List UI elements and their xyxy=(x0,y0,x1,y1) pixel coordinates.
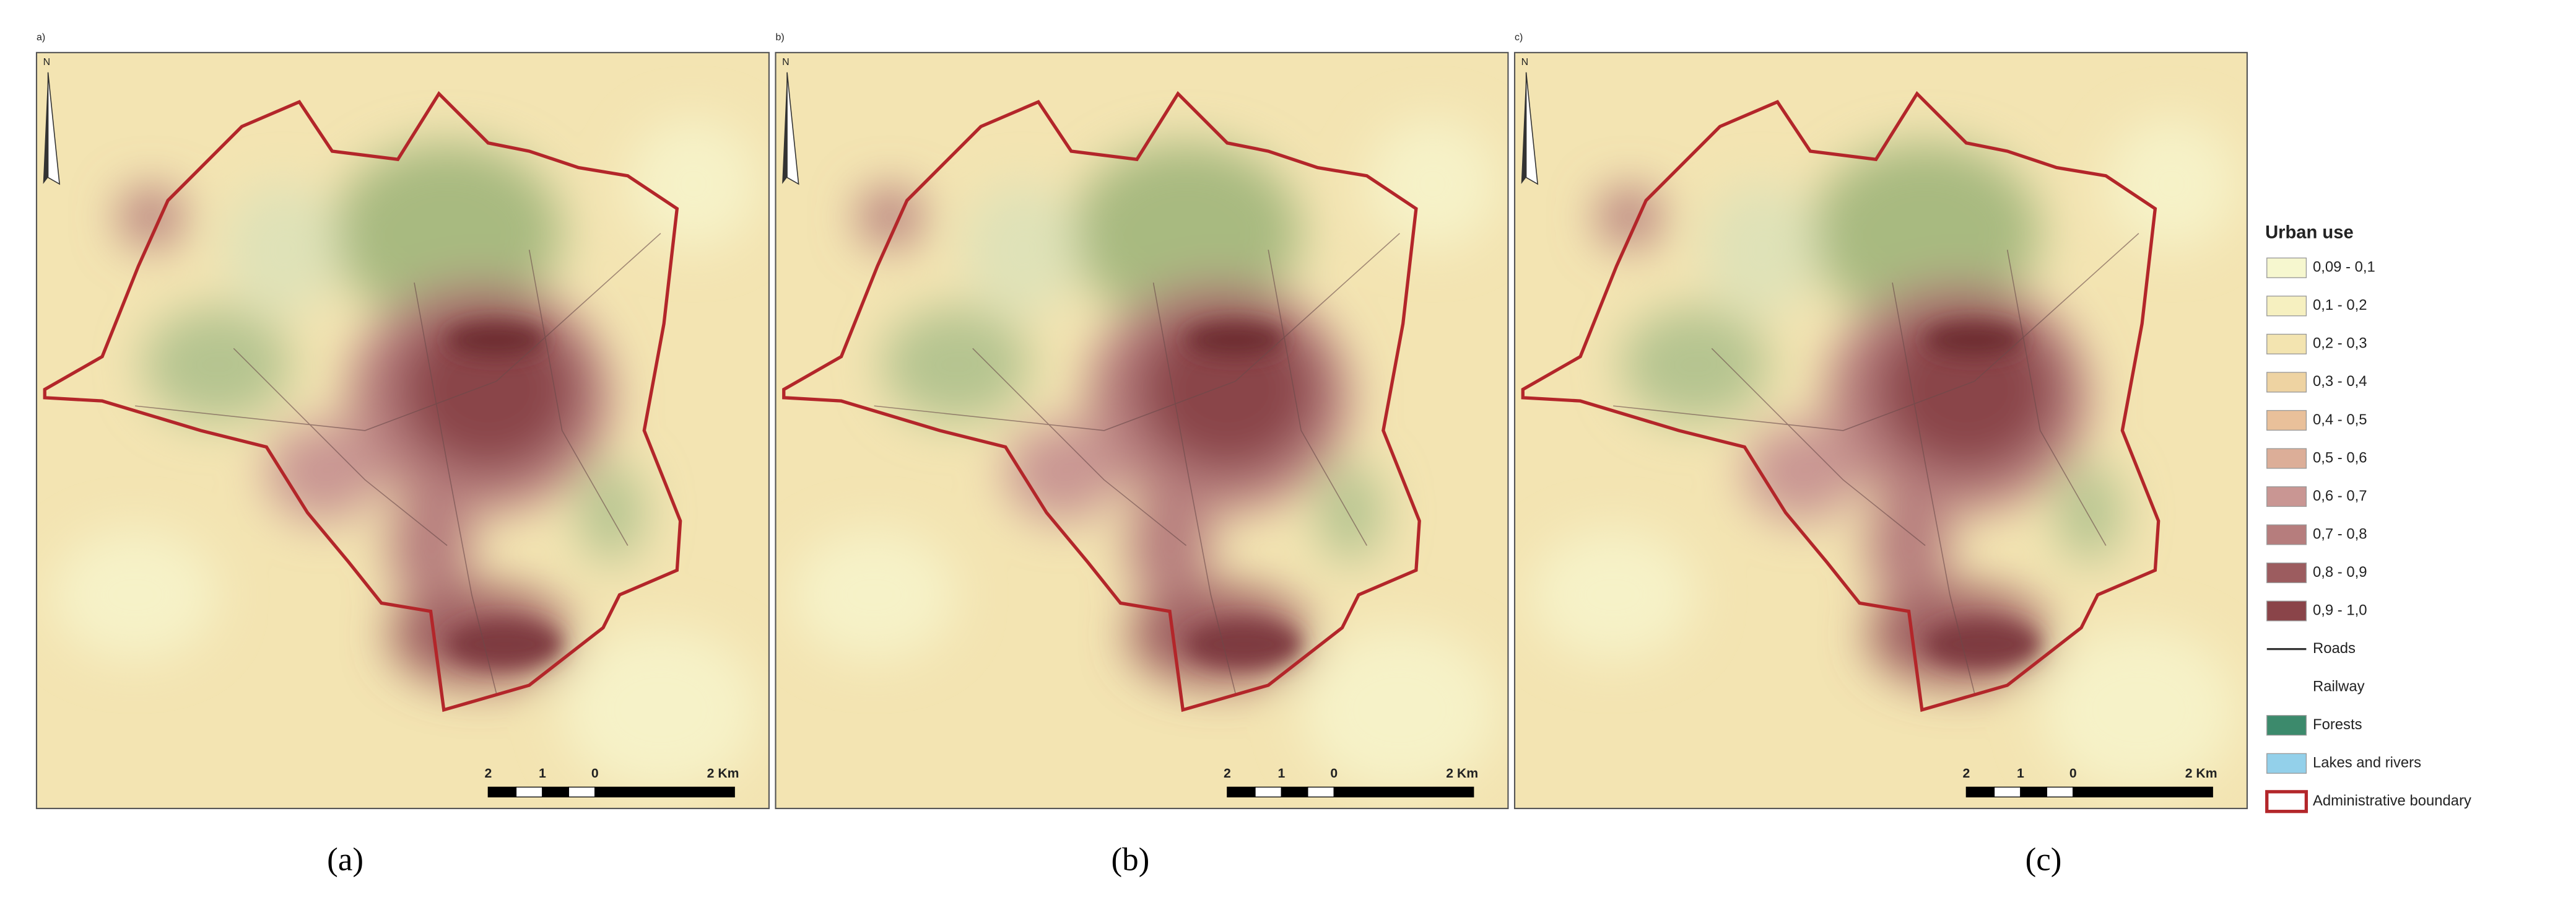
north-arrow-half xyxy=(43,72,48,185)
legend-label: Lakes and rivers xyxy=(2313,755,2421,771)
legend-swatch xyxy=(2266,296,2307,317)
map-panel: a) N 2 1 0 2 Km xyxy=(35,32,770,809)
legend-label: 0,8 - 0,9 xyxy=(2313,564,2367,581)
legend-swatch xyxy=(2266,562,2307,584)
map-frame xyxy=(775,51,1509,809)
scale-bar-label: 2 Km xyxy=(707,766,739,781)
scale-bar-segment xyxy=(542,786,569,798)
scale-bar-segment xyxy=(487,786,517,798)
legend-label: 0,1 - 0,2 xyxy=(2313,297,2367,314)
north-arrow xyxy=(786,72,799,185)
legend-outline xyxy=(2265,790,2308,813)
map-raster xyxy=(1515,53,2247,809)
legend-label: 0,4 - 0,5 xyxy=(2313,411,2367,428)
scale-bar-label: 0 xyxy=(2069,766,2077,781)
administrative-boundary xyxy=(43,90,682,712)
scale-bar-segment xyxy=(1307,786,1334,798)
scale-bar-label: 1 xyxy=(2017,766,2024,781)
scale-bar-segment xyxy=(1255,786,1282,798)
scale-bar-label: 2 Km xyxy=(1446,766,1478,781)
legend-label: Administrative boundary xyxy=(2313,792,2471,809)
scale-bar-segment xyxy=(2020,786,2048,798)
map-panel: c) N 2 1 0 2 Km xyxy=(1513,32,2248,809)
scale-bar-label: 2 Km xyxy=(2185,766,2217,781)
legend-swatch xyxy=(2266,372,2307,393)
legend-label: 0,2 - 0,3 xyxy=(2313,335,2367,352)
legend-swatch xyxy=(2266,486,2307,507)
north-label: N xyxy=(782,57,790,68)
administrative-boundary xyxy=(1521,90,2160,712)
map-body xyxy=(37,53,769,809)
legend-swatch xyxy=(2266,753,2307,774)
scale-bar-segment xyxy=(594,786,735,798)
map-raster xyxy=(37,53,769,809)
legend-swatch xyxy=(2266,524,2307,545)
scale-bar-segment xyxy=(1227,786,1256,798)
north-arrow-half xyxy=(782,72,788,185)
administrative-boundary xyxy=(782,90,1421,712)
north-label: N xyxy=(43,57,51,68)
panel-caption: (b) xyxy=(1111,842,1149,878)
legend-swatch xyxy=(2266,257,2307,278)
map-frame xyxy=(1513,51,2248,809)
legend-label: Railway xyxy=(2313,678,2365,695)
scale-bar-segment xyxy=(515,786,543,798)
panel-caption: (a) xyxy=(327,842,363,878)
panel-tag: b) xyxy=(775,32,784,43)
legend-swatch xyxy=(2266,410,2307,431)
legend-label: 0,7 - 0,8 xyxy=(2313,525,2367,542)
legend-label: 0,3 - 0,4 xyxy=(2313,373,2367,390)
scale-bar-label: 2 xyxy=(1224,766,1231,781)
map-panel: b) N 2 1 0 2 Km xyxy=(775,32,1509,809)
scale-bar-segment xyxy=(2046,786,2074,798)
map-body xyxy=(1515,53,2247,809)
north-arrow-half xyxy=(1521,72,1526,185)
scale-bar-segment xyxy=(1333,786,1474,798)
panels: a) N 2 1 0 2 Km b) N 2 1 0 2 Km c) N 2 1 0 2 Km xyxy=(35,32,2248,809)
scale-bar-label: 2 xyxy=(1962,766,1970,781)
scale-bar-segment xyxy=(1281,786,1308,798)
legend-label: 0,09 - 0,1 xyxy=(2313,259,2375,276)
map-frame xyxy=(35,51,770,809)
north-arrow xyxy=(1525,72,1539,185)
north-label: N xyxy=(1521,57,1529,68)
legend-label: Roads xyxy=(2313,640,2356,657)
legend-swatch xyxy=(2266,333,2307,354)
legend-title: Urban use xyxy=(2265,222,2354,242)
north-arrow xyxy=(47,72,61,185)
panel-caption: (c) xyxy=(2026,842,2062,878)
legend-swatch xyxy=(2266,448,2307,469)
map-body xyxy=(775,53,1508,809)
scale-bar-label: 0 xyxy=(591,766,599,781)
legend-label: Forests xyxy=(2313,716,2362,733)
scale-bar-label: 1 xyxy=(539,766,546,781)
scale-bar-segment xyxy=(2073,786,2213,798)
legend: Urban use 0,09 - 0,1 0,1 - 0,2 0,2 - 0,3 0,3… xyxy=(2265,222,2471,813)
map-raster xyxy=(775,53,1508,809)
legend-swatch xyxy=(2266,715,2307,736)
legend-swatch xyxy=(2266,600,2307,621)
panel-tag: a) xyxy=(37,32,45,43)
scale-bar-segment xyxy=(568,786,596,798)
scale-bar-label: 0 xyxy=(1330,766,1338,781)
legend-label: 0,5 - 0,6 xyxy=(2313,449,2367,466)
scale-bar-segment xyxy=(1965,786,1995,798)
scale-bar-label: 2 xyxy=(484,766,492,781)
panel-tag: c) xyxy=(1515,32,1523,43)
scale-bar-segment xyxy=(1993,786,2021,798)
legend-label: 0,9 - 1,0 xyxy=(2313,602,2367,618)
legend-label: 0,6 - 0,7 xyxy=(2313,488,2367,504)
scale-bar-label: 1 xyxy=(1277,766,1285,781)
